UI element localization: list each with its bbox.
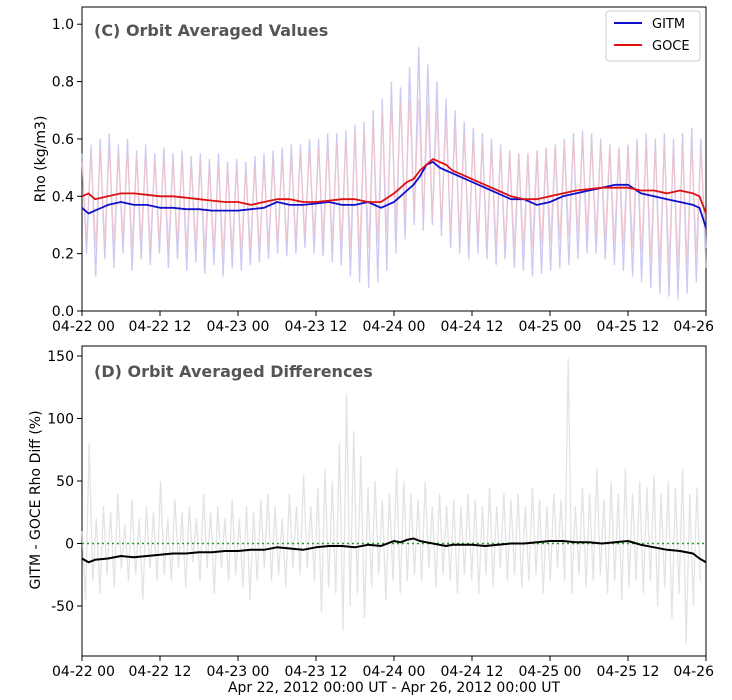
x-tick-label-1: 04-22 12 xyxy=(129,664,192,680)
y-tick-label-1: 0 xyxy=(65,537,74,553)
x-tick-label-0: 04-22 00 xyxy=(52,319,115,335)
panel-d-series-lines xyxy=(81,537,707,564)
x-tick-label-0: 04-22 00 xyxy=(52,664,115,680)
panel-d-y-ticks: -50 0 50 100 150 xyxy=(47,349,82,615)
panel-d-title: (D) Orbit Averaged Differences xyxy=(94,362,373,381)
panel-c: 0.0 0.2 0.4 0.6 0.8 1.0 04-22 00 04-22 12 04-23… xyxy=(33,6,714,335)
y-tick-label-3: 100 xyxy=(47,412,74,428)
y-tick-label-5: 1.0 xyxy=(52,17,74,33)
x-tick-label-2: 04-23 00 xyxy=(207,319,270,335)
legend-gitm-label: GITM xyxy=(652,17,685,32)
legend: GITM GOCE xyxy=(605,10,701,62)
x-tick-label-2: 04-23 00 xyxy=(207,664,270,680)
x-tick-label-6: 04-25 00 xyxy=(519,319,582,335)
panel-c-series-lines xyxy=(81,158,707,229)
y-tick-label-2: 50 xyxy=(56,474,74,490)
difference-line xyxy=(81,537,707,564)
y-tick-label-0: 0.0 xyxy=(52,304,74,320)
panel-d-xlabel: Apr 22, 2012 00:00 UT - Apr 26, 2012 00:… xyxy=(228,680,561,696)
x-tick-label-1: 04-22 12 xyxy=(129,319,192,335)
x-tick-label-5: 04-24 12 xyxy=(441,664,504,680)
x-tick-label-5: 04-24 12 xyxy=(441,319,504,335)
y-tick-label-2: 0.4 xyxy=(52,189,74,205)
y-tick-label-3: 0.6 xyxy=(52,132,74,148)
legend-goce-label: GOCE xyxy=(652,39,690,54)
panel-d-frame xyxy=(81,345,707,657)
y-tick-label-4: 0.8 xyxy=(52,75,74,91)
panel-c-y-ticks: 0.0 0.2 0.4 0.6 0.8 1.0 xyxy=(52,17,82,320)
panel-d-x-ticks: 04-22 00 04-22 12 04-23 00 04-23 12 04-24 00… xyxy=(52,656,714,680)
x-tick-label-7: 04-25 12 xyxy=(597,664,660,680)
faint-line-1 xyxy=(81,98,707,269)
x-tick-label-8: 04-26 xyxy=(673,664,714,680)
panel-c-ylabel: Rho (kg/m3) xyxy=(33,116,49,203)
y-tick-label-0: -50 xyxy=(51,599,74,615)
x-tick-label-3: 04-23 12 xyxy=(285,319,348,335)
y-tick-label-1: 0.2 xyxy=(52,247,74,263)
x-tick-label-6: 04-25 00 xyxy=(519,664,582,680)
x-tick-label-4: 04-24 00 xyxy=(363,319,426,335)
panel-c-x-ticks: 04-22 00 04-22 12 04-23 00 04-23 12 04-24 00… xyxy=(52,311,714,335)
x-tick-label-7: 04-25 12 xyxy=(597,319,660,335)
x-tick-label-4: 04-24 00 xyxy=(363,664,426,680)
faint-line-0 xyxy=(81,358,702,644)
x-tick-label-8: 04-26 xyxy=(673,319,714,335)
y-tick-label-4: 150 xyxy=(47,349,74,365)
panel-d-faint-lines xyxy=(81,358,702,644)
panel-c-title: (C) Orbit Averaged Values xyxy=(94,21,328,40)
panel-c-faint-lines xyxy=(81,47,707,300)
x-tick-label-3: 04-23 12 xyxy=(285,664,348,680)
panel-d-ylabel: GITM - GOCE Rho Diff (%) xyxy=(28,410,44,589)
goce-line xyxy=(81,158,707,214)
